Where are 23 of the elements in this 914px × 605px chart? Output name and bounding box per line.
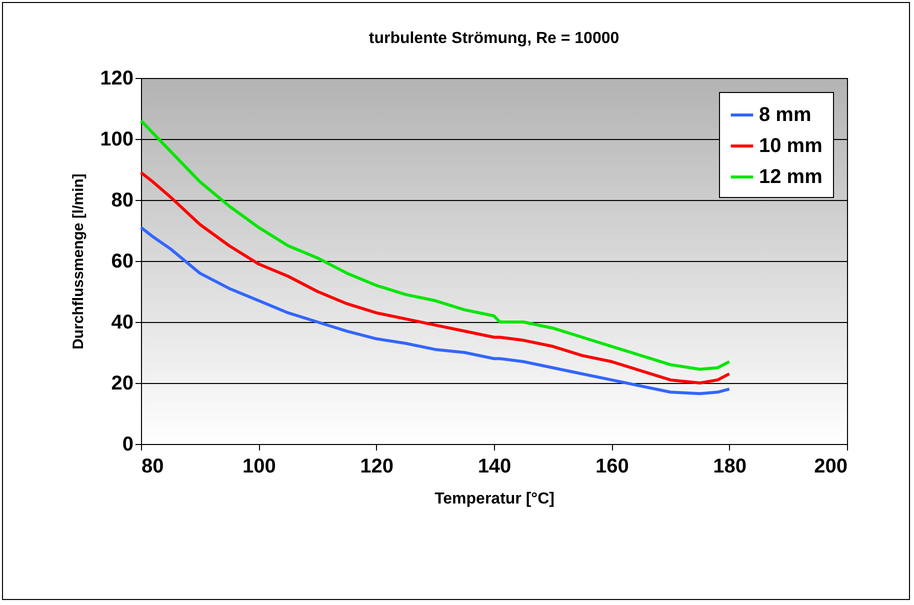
y-axis-title: Durchflussmenge [l/min] — [70, 174, 88, 350]
x-tick-label: 160 — [595, 456, 629, 478]
x-tick-label: 200 — [814, 456, 848, 478]
legend-label: 8 mm — [759, 104, 812, 126]
x-tick-label: 120 — [360, 456, 394, 478]
x-tick-label: 180 — [713, 456, 747, 478]
y-tick-label: 100 — [100, 128, 134, 150]
line-series — [140, 119, 731, 371]
line-series — [140, 226, 731, 396]
y-tick-label: 60 — [111, 250, 134, 272]
line-series — [140, 171, 731, 384]
x-tick-label: 80 — [142, 456, 164, 478]
legend-label: 12 mm — [759, 166, 822, 188]
y-tick-label: 120 — [100, 68, 134, 90]
chart-title: turbulente Strömung, Re = 10000 — [368, 30, 620, 47]
x-tick-label: 140 — [478, 456, 512, 478]
y-tick-label: 20 — [111, 372, 134, 394]
y-tick-label: 80 — [111, 190, 134, 212]
x-axis-title: Temperatur [°C] — [434, 490, 554, 508]
y-tick-label: 0 — [122, 434, 134, 456]
y-tick-label: 40 — [111, 312, 134, 334]
legend-label: 10 mm — [759, 135, 822, 157]
x-tick-label: 100 — [242, 456, 276, 478]
